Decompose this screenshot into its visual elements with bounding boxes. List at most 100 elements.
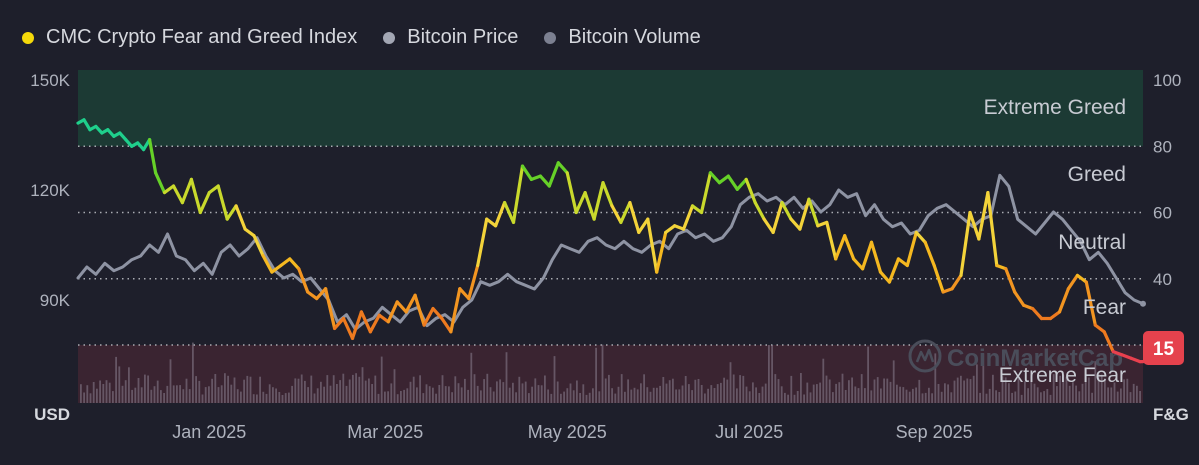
- volume-bar: [265, 393, 268, 403]
- fear-greed-segment: [503, 201, 516, 224]
- volume-bar: [764, 383, 767, 403]
- volume-bar: [1056, 386, 1058, 403]
- volume-bar: [368, 378, 370, 403]
- fear-greed-segment: [834, 234, 847, 261]
- volume-bar: [998, 392, 1001, 403]
- volume-bar: [496, 381, 498, 403]
- legend-item-bitcoin-price[interactable]: Bitcoin Price: [383, 26, 518, 49]
- volume-bar: [1084, 377, 1087, 403]
- legend-dot-fear-greed: [22, 31, 34, 44]
- volume-bar: [1040, 392, 1042, 403]
- right-axis-label: F&G: [1153, 405, 1189, 424]
- bitcoin-price-end-point: [1140, 300, 1146, 307]
- volume-bar: [947, 384, 949, 403]
- volume-bar: [108, 382, 111, 403]
- volume-bar: [886, 378, 889, 403]
- fear-greed-segment: [628, 201, 641, 234]
- fear-greed-segment: [431, 307, 444, 321]
- volume-bar: [531, 386, 533, 403]
- watermark: CoinMarketCap: [908, 339, 1123, 373]
- volume-bar: [384, 391, 386, 403]
- fear-greed-segment: [986, 191, 999, 268]
- fear-greed-segment: [333, 316, 346, 330]
- fear-greed-segment: [950, 273, 963, 291]
- volume-bar: [435, 393, 437, 403]
- volume-bar: [745, 386, 748, 403]
- volume-bar: [124, 380, 127, 403]
- volume-bar: [249, 376, 252, 403]
- current-badge: 15: [1143, 331, 1184, 365]
- fear-greed-segment: [681, 204, 695, 231]
- volume-bar: [761, 386, 764, 403]
- volume-bar: [188, 389, 191, 403]
- volume-bar: [617, 386, 620, 403]
- volume-bar: [160, 390, 162, 403]
- volume-bar: [476, 385, 479, 403]
- fear-greed-segment: [690, 204, 704, 215]
- volume-bar: [489, 387, 492, 403]
- volume-bar: [723, 377, 725, 403]
- volume-bar: [864, 388, 866, 403]
- fear-greed-segment: [887, 257, 901, 284]
- fear-greed-segment: [422, 307, 435, 327]
- fear-greed-segment: [798, 197, 811, 231]
- volume-bar: [748, 391, 751, 403]
- volume-bar: [1123, 379, 1125, 403]
- fear-greed-segment: [148, 138, 158, 175]
- volume-bar: [576, 380, 578, 403]
- volume-bar: [739, 375, 741, 403]
- volume-bar: [758, 393, 761, 403]
- volume-bar: [854, 386, 857, 403]
- volume-bar: [297, 378, 300, 403]
- fear-greed-segment: [923, 240, 936, 268]
- volume-bar: [364, 380, 367, 403]
- volume-bar: [275, 388, 277, 403]
- volume-bar: [790, 375, 793, 403]
- volume-bar: [851, 377, 853, 403]
- volume-bar: [777, 379, 780, 403]
- fear-greed-segment: [306, 290, 319, 301]
- volume-bar: [982, 353, 985, 403]
- volume-bar: [915, 387, 917, 403]
- volume-bar: [521, 383, 524, 403]
- fear-greed-segment: [198, 191, 211, 215]
- volume-bar: [310, 375, 313, 403]
- fear-greed-segment: [717, 174, 730, 185]
- legend-item-fear-greed[interactable]: CMC Crypto Fear and Greed Index: [22, 26, 357, 49]
- volume-bar: [326, 375, 329, 403]
- fear-greed-segment: [485, 217, 498, 228]
- fear-greed-segment: [744, 177, 757, 205]
- volume-bar: [1075, 385, 1077, 403]
- volume-bar: [713, 388, 716, 403]
- volume-bar: [352, 374, 354, 403]
- fear-greed-segment: [449, 287, 462, 334]
- volume-bar: [492, 391, 495, 403]
- volume-bar: [979, 392, 981, 403]
- volume-bar: [422, 393, 425, 403]
- fear-greed-segment: [1120, 353, 1133, 360]
- fear-greed-segment: [341, 316, 355, 340]
- fear-greed-segment: [288, 257, 301, 271]
- legend-item-bitcoin-volume[interactable]: Bitcoin Volume: [544, 26, 701, 49]
- volume-bar: [716, 384, 719, 403]
- zone-label: Fear: [1083, 296, 1126, 319]
- fear-greed-segment: [646, 217, 659, 274]
- volume-bar: [332, 375, 335, 403]
- volume-bar: [192, 342, 194, 403]
- volume-bar: [412, 376, 415, 403]
- volume-bar: [515, 392, 517, 403]
- volume-bar: [550, 393, 553, 403]
- volume-bar: [697, 379, 700, 403]
- x-axis-tick: Jan 2025: [172, 422, 246, 442]
- volume-bar: [524, 381, 527, 403]
- legend-label-fear-greed: CMC Crypto Fear and Greed Index: [46, 26, 358, 48]
- zone-extreme-greed: [78, 70, 1143, 147]
- volume-bar: [905, 389, 908, 403]
- fear-greed-segment: [619, 201, 632, 224]
- volume-bar: [278, 392, 281, 403]
- fear-greed-segment: [843, 234, 856, 261]
- volume-bar: [320, 381, 322, 403]
- volume-bar: [176, 385, 178, 403]
- fear-greed-segment: [1102, 330, 1115, 354]
